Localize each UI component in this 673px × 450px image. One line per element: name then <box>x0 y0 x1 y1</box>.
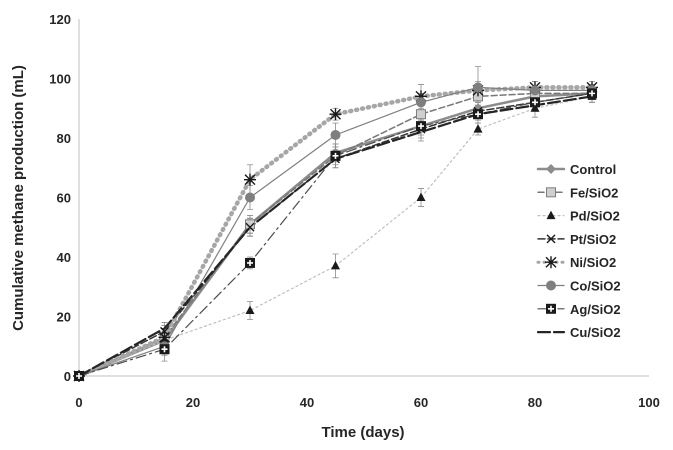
y-tick-label: 20 <box>57 310 71 325</box>
series-line-pt-sio2 <box>78 92 593 377</box>
x-tick-label: 0 <box>75 395 82 410</box>
y-tick-label: 0 <box>64 369 71 384</box>
x-tick-label: 60 <box>414 395 428 410</box>
data-point-ag-sio2 <box>473 109 483 120</box>
y-axis-label: Cumulative methane production (mL) <box>10 65 27 331</box>
data-point-ag-sio2 <box>416 121 426 132</box>
legend: Control Fe/SiO2 Pd/SiO2 Pt/SiO2 Ni/SiO2 Co/Si… <box>536 162 621 340</box>
legend-label-ni-sio2: Ni/SiO2 <box>570 255 616 270</box>
data-point-ni-sio2 <box>329 108 342 121</box>
data-point-ni-sio2 <box>415 90 427 103</box>
data-point-pt-sio2 <box>245 222 255 232</box>
legend-marker-co-sio2 <box>546 280 556 291</box>
error-bars <box>161 66 595 362</box>
series-lines <box>76 85 595 379</box>
legend-label-co-sio2: Co/SiO2 <box>570 279 621 294</box>
series-line-ag-sio2 <box>78 92 593 377</box>
data-point-pd-sio2 <box>530 103 540 112</box>
data-point-ag-sio2 <box>74 371 84 381</box>
series-line-fe-sio2 <box>78 92 593 377</box>
axes <box>78 19 649 377</box>
legend-item-cu-sio2: Cu/SiO2 <box>536 325 621 340</box>
x-tick-label: 40 <box>300 395 314 410</box>
legend-marker-pd-sio2 <box>546 210 556 220</box>
data-point-pd-sio2 <box>331 260 340 270</box>
legend-item-pt-sio2: Pt/SiO2 <box>537 232 616 247</box>
legend-label-fe-sio2: Fe/SiO2 <box>570 185 618 200</box>
y-tick-label: 100 <box>49 72 71 87</box>
data-point-co-sio2 <box>416 97 426 108</box>
y-tick-label: 40 <box>57 250 71 265</box>
legend-label-pd-sio2: Pd/SiO2 <box>570 209 620 224</box>
x-tick-label: 100 <box>638 395 660 410</box>
legend-item-co-sio2: Co/SiO2 <box>537 279 621 294</box>
data-point-co-sio2 <box>330 130 341 141</box>
legend-label-pt-sio2: Pt/SiO2 <box>570 232 616 247</box>
legend-item-ni-sio2: Ni/SiO2 <box>536 255 616 270</box>
legend-label-control: Control <box>570 162 616 177</box>
y-tick-label: 80 <box>57 131 71 146</box>
data-point-ag-sio2 <box>245 257 255 268</box>
legend-item-fe-sio2: Fe/SiO2 <box>537 185 618 200</box>
y-tick-label: 60 <box>57 191 71 206</box>
legend-marker-pt-sio2 <box>546 234 556 244</box>
data-point-pd-sio2 <box>473 124 483 133</box>
data-point-ag-sio2 <box>530 97 540 108</box>
data-point-fe-sio2 <box>416 109 426 120</box>
series-line-cu-sio2 <box>77 95 594 378</box>
data-point-co-sio2 <box>473 82 483 93</box>
series-markers <box>73 81 598 382</box>
data-point-ag-sio2 <box>330 150 341 161</box>
legend-item-ag-sio2: Ag/SiO2 <box>537 302 621 317</box>
series-line-co-sio2 <box>78 86 593 377</box>
x-tick-label: 80 <box>528 395 542 410</box>
data-point-ag-sio2 <box>587 88 597 99</box>
legend-marker-control <box>546 164 556 174</box>
y-tick-label: 120 <box>49 12 71 27</box>
data-point-pd-sio2 <box>416 192 426 201</box>
data-point-pd-sio2 <box>245 305 255 315</box>
x-tick-label: 20 <box>186 395 200 410</box>
legend-marker-fe-sio2 <box>546 187 556 198</box>
data-point-ni-sio2 <box>244 173 256 186</box>
legend-marker-ni-sio2 <box>545 256 557 269</box>
legend-item-control: Control <box>536 162 616 177</box>
legend-label-ag-sio2: Ag/SiO2 <box>570 302 621 317</box>
data-point-co-sio2 <box>245 192 255 203</box>
series-line-ni-sio2 <box>76 85 595 379</box>
legend-label-cu-sio2: Cu/SiO2 <box>570 325 621 340</box>
data-point-ni-sio2 <box>158 331 171 344</box>
data-point-ag-sio2 <box>159 344 170 355</box>
legend-item-pd-sio2: Pd/SiO2 <box>537 209 620 224</box>
data-point-co-sio2 <box>530 85 540 96</box>
tick-labels: 0 20 40 60 80 100 0 20 40 60 80 100 120 <box>49 12 660 410</box>
x-axis-label: Time (days) <box>321 424 404 441</box>
data-point-fe-sio2 <box>245 219 255 230</box>
legend-marker-ag-sio2 <box>546 303 556 314</box>
